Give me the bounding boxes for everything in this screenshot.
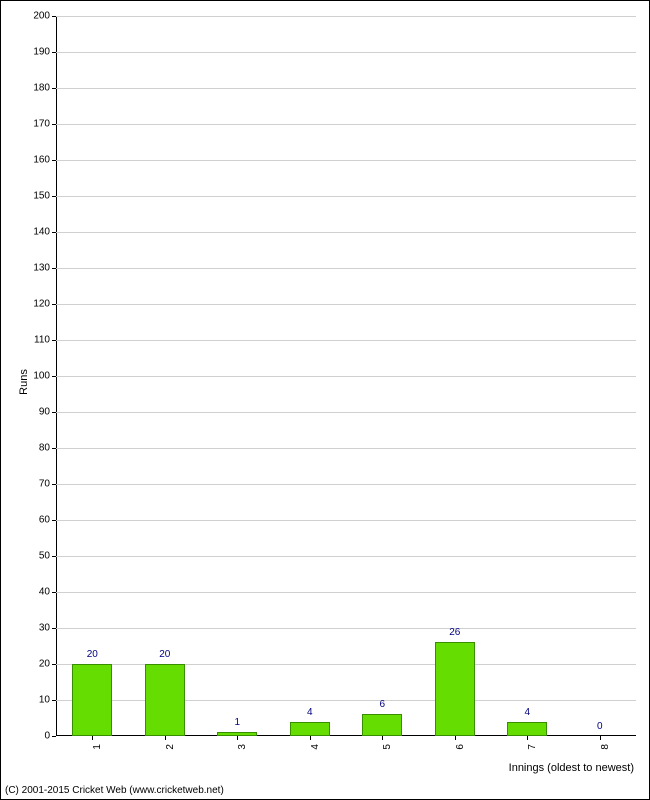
gridline (56, 412, 636, 413)
y-tick-label: 190 (33, 47, 50, 58)
bar-value-label: 20 (87, 649, 98, 660)
gridline (56, 196, 636, 197)
copyright-text: (C) 2001-2015 Cricket Web (www.cricketwe… (5, 785, 224, 796)
x-axis-title: Innings (oldest to newest) (509, 762, 634, 774)
y-tick-label: 40 (39, 587, 50, 598)
y-tick-label: 150 (33, 191, 50, 202)
x-tick (527, 736, 528, 740)
x-tick (165, 736, 166, 740)
x-tick (310, 736, 311, 740)
y-tick (52, 448, 56, 449)
gridline (56, 52, 636, 53)
gridline (56, 700, 636, 701)
y-tick (52, 664, 56, 665)
gridline (56, 340, 636, 341)
x-tick-label: 6 (455, 744, 466, 750)
y-tick (52, 160, 56, 161)
bar (507, 722, 547, 736)
y-tick-label: 30 (39, 623, 50, 634)
gridline (56, 268, 636, 269)
y-tick (52, 196, 56, 197)
bar-value-label: 6 (379, 699, 385, 710)
gridline (56, 232, 636, 233)
x-axis-line (56, 735, 636, 736)
y-tick (52, 376, 56, 377)
gridline (56, 124, 636, 125)
y-tick (52, 268, 56, 269)
y-tick (52, 232, 56, 233)
gridline (56, 448, 636, 449)
y-tick (52, 484, 56, 485)
x-tick (600, 736, 601, 740)
gridline (56, 304, 636, 305)
gridline (56, 88, 636, 89)
y-tick (52, 52, 56, 53)
y-tick (52, 340, 56, 341)
y-tick-label: 110 (34, 335, 50, 346)
y-tick-label: 10 (39, 695, 50, 706)
x-tick (237, 736, 238, 740)
gridline (56, 664, 636, 665)
x-tick-label: 5 (382, 744, 393, 750)
y-tick (52, 592, 56, 593)
bar-value-label: 1 (234, 717, 240, 728)
y-tick-label: 170 (33, 119, 50, 130)
x-tick-label: 3 (237, 744, 248, 750)
gridline (56, 592, 636, 593)
bar (290, 722, 330, 736)
y-tick (52, 520, 56, 521)
x-tick (455, 736, 456, 740)
x-tick (382, 736, 383, 740)
bar (362, 714, 402, 736)
gridline (56, 556, 636, 557)
bar (145, 664, 185, 736)
y-axis-title: Runs (18, 369, 30, 395)
x-tick-label: 1 (92, 744, 103, 750)
y-tick-label: 160 (33, 155, 50, 166)
gridline (56, 628, 636, 629)
bar-value-label: 0 (597, 721, 603, 732)
y-tick (52, 124, 56, 125)
x-tick-label: 2 (165, 744, 176, 750)
x-tick-label: 7 (527, 744, 538, 750)
gridline (56, 16, 636, 17)
y-tick (52, 736, 56, 737)
bar (72, 664, 112, 736)
y-tick (52, 700, 56, 701)
y-tick-label: 130 (33, 263, 50, 274)
bar-value-label: 26 (449, 627, 460, 638)
gridline (56, 376, 636, 377)
gridline (56, 160, 636, 161)
y-tick-label: 0 (44, 731, 50, 742)
gridline (56, 484, 636, 485)
y-tick-label: 180 (33, 83, 50, 94)
plot-area: 0102030405060708090100110120130140150160… (56, 16, 636, 736)
y-tick-label: 80 (39, 443, 50, 454)
y-tick-label: 60 (39, 515, 50, 526)
y-tick-label: 120 (33, 299, 50, 310)
y-tick (52, 556, 56, 557)
y-tick-label: 140 (33, 227, 50, 238)
y-tick-label: 200 (33, 11, 50, 22)
y-tick-label: 20 (39, 659, 50, 670)
gridline (56, 520, 636, 521)
x-tick-label: 8 (600, 744, 611, 750)
y-tick (52, 412, 56, 413)
y-tick (52, 304, 56, 305)
bar-value-label: 20 (159, 649, 170, 660)
y-tick-label: 50 (39, 551, 50, 562)
y-tick (52, 628, 56, 629)
bar-value-label: 4 (307, 707, 313, 718)
y-tick-label: 70 (39, 479, 50, 490)
y-tick (52, 88, 56, 89)
y-tick (52, 16, 56, 17)
chart-container: 0102030405060708090100110120130140150160… (0, 0, 650, 800)
y-tick-label: 90 (39, 407, 50, 418)
bar-value-label: 4 (524, 707, 530, 718)
x-tick-label: 4 (310, 744, 321, 750)
bar (435, 642, 475, 736)
y-tick-label: 100 (33, 371, 50, 382)
x-tick (92, 736, 93, 740)
